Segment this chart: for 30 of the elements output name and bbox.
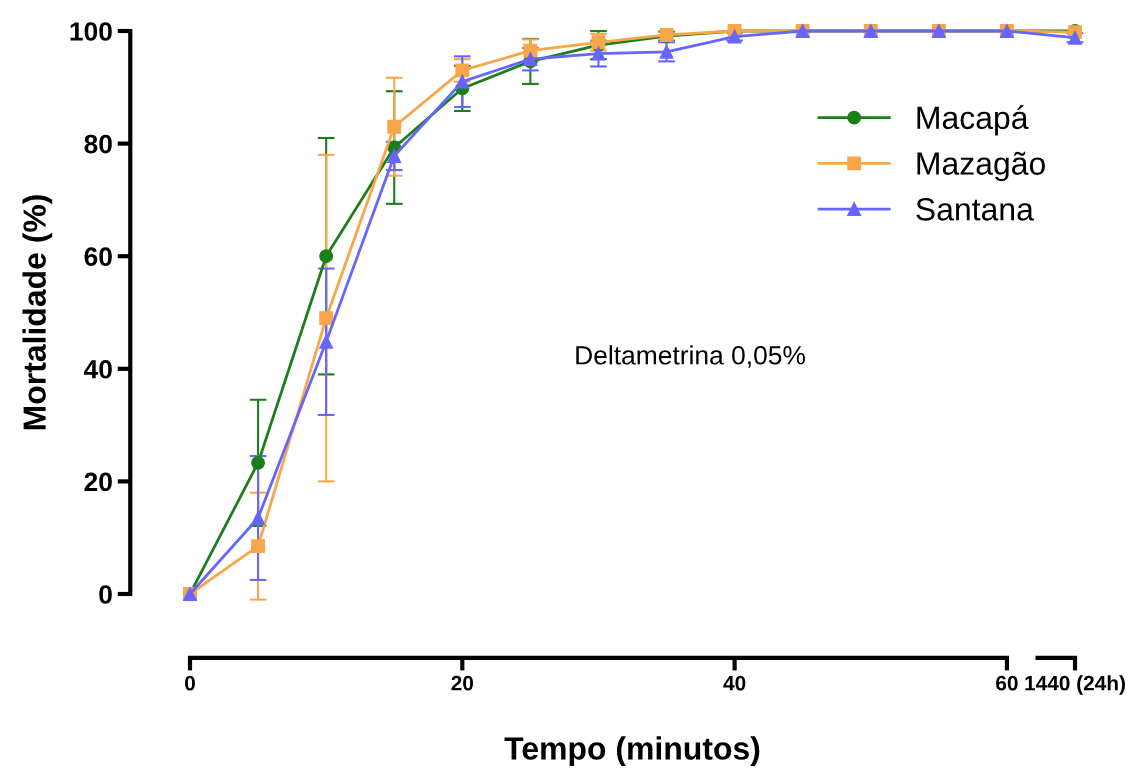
legend-label: Mazagão	[917, 151, 1045, 182]
point	[659, 44, 674, 59]
point	[523, 43, 538, 58]
y-tick-label: 40	[83, 359, 112, 379]
y-axis-title: Mortalidade (%)	[22, 195, 53, 430]
x-tick-label: 60	[996, 675, 1018, 691]
y-tick-label: 60	[84, 247, 112, 267]
legend-label: Santana	[916, 198, 1034, 221]
x-tick-label: 0	[185, 675, 195, 691]
point	[455, 74, 470, 89]
y-tick-label: 80	[84, 134, 112, 154]
x-axis-title: Tempo (minutos)	[504, 736, 760, 767]
point	[591, 46, 606, 61]
x-tick-label: 40	[723, 675, 746, 691]
point	[387, 149, 402, 163]
point	[455, 63, 470, 78]
y-tick-label: 20	[84, 472, 112, 492]
point	[319, 249, 334, 264]
point	[251, 539, 266, 554]
point	[319, 311, 334, 326]
point	[251, 455, 266, 470]
legend-label: Macapá	[917, 105, 1029, 136]
annotation: Deltametrina 0,05%	[576, 345, 805, 368]
y-tick-label: 100	[70, 22, 112, 41]
x-tick-label: 1440 (24h)	[1025, 675, 1125, 695]
x-tick-label: 20	[451, 675, 474, 691]
point	[387, 119, 402, 134]
point	[319, 334, 334, 349]
y-tick-label: 0	[99, 585, 112, 604]
point	[251, 511, 266, 525]
